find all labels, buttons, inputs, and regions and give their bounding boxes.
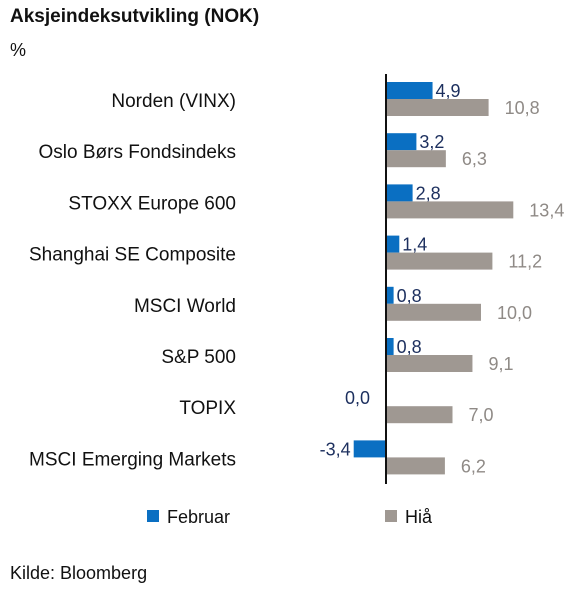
bar-hia — [386, 457, 445, 475]
data-label-hia: 9,1 — [488, 354, 513, 374]
bar-hia — [386, 99, 489, 116]
data-label-hia: 6,2 — [461, 456, 486, 476]
bar-februar — [386, 338, 394, 355]
data-label-hia: 10,0 — [497, 303, 532, 323]
bar-hia — [386, 406, 453, 424]
category-label: Norden (VINX) — [111, 91, 236, 112]
data-label-hia: 11,2 — [508, 252, 542, 272]
legend-label-februar: Februar — [167, 507, 230, 527]
data-label-februar: 0,0 — [345, 388, 370, 408]
data-label-februar: -3,4 — [320, 439, 351, 459]
data-label-februar: 0,8 — [397, 337, 422, 357]
data-label-hia: 6,3 — [462, 149, 487, 169]
data-label-februar: 1,4 — [402, 235, 427, 255]
category-label: Shanghai SE Composite — [29, 245, 236, 266]
category-label: S&P 500 — [161, 347, 236, 368]
bar-hia — [386, 201, 514, 219]
data-label-februar: 3,2 — [419, 132, 444, 152]
category-label: Oslo Børs Fondsindeks — [39, 142, 236, 163]
bar-hia — [386, 150, 446, 168]
data-label-hia: 7,0 — [469, 405, 494, 425]
category-label: TOPIX — [179, 398, 236, 419]
data-label-februar: 2,8 — [416, 183, 441, 203]
legend-swatch-hia — [385, 510, 397, 522]
source-note: Kilde: Bloomberg — [10, 563, 148, 583]
bar-hia — [386, 252, 493, 270]
bar-hia — [386, 355, 473, 372]
bar-februar — [353, 440, 386, 458]
legend-label-hia: Hiå — [405, 507, 433, 527]
bar-februar — [386, 235, 400, 253]
data-label-hia: 10,8 — [505, 98, 540, 118]
data-label-februar: 4,9 — [436, 81, 461, 101]
unit-label: % — [10, 40, 27, 60]
bar-hia — [386, 303, 481, 321]
category-label: MSCI World — [134, 296, 236, 317]
data-label-hia: 13,4 — [529, 200, 564, 220]
bar-februar — [386, 82, 433, 99]
bar-februar — [386, 133, 417, 151]
category-label: STOXX Europe 600 — [68, 193, 236, 214]
bar-februar — [386, 286, 394, 304]
data-label-februar: 0,8 — [397, 286, 422, 306]
legend-swatch-februar — [147, 510, 159, 522]
category-label: MSCI Emerging Markets — [29, 449, 236, 470]
bar-februar — [386, 184, 413, 202]
chart-title: Aksjeindeksutvikling (NOK) — [10, 6, 260, 27]
